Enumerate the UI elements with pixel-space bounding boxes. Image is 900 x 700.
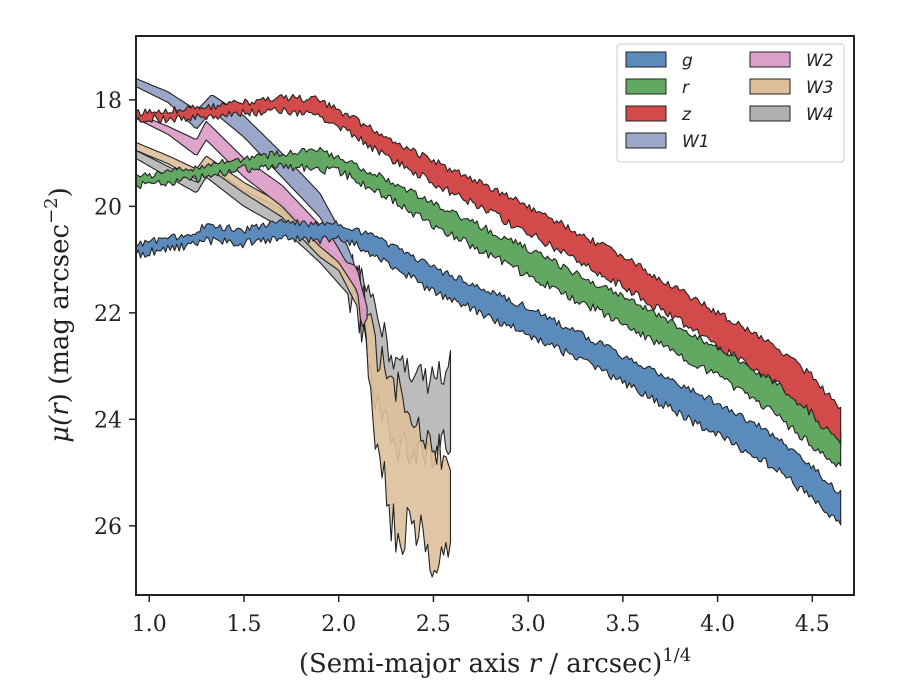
legend-label: W1 [682, 132, 710, 152]
legend-swatch [625, 132, 667, 149]
legend-item-z: z [625, 105, 692, 125]
band-r [136, 146, 842, 468]
legend-item-w4: W4 [749, 105, 834, 125]
band-g [136, 218, 842, 526]
band-w2 [136, 112, 368, 328]
x-tick-label: 1.0 [132, 612, 167, 637]
x-tick-label: 4.0 [700, 612, 735, 637]
legend-swatch [749, 51, 791, 68]
x-tick-label: 3.0 [511, 612, 546, 637]
y-tick-label: 24 [94, 408, 122, 433]
x-tick-label: 2.0 [321, 612, 356, 637]
legend-item-w3: W3 [749, 78, 834, 98]
legend-frame [616, 43, 845, 163]
x-tick-label: 2.5 [416, 612, 451, 637]
legend-swatch [625, 105, 667, 122]
y-tick-label: 22 [94, 302, 122, 327]
legend-swatch [625, 51, 667, 68]
legend-item-w2: W2 [749, 51, 834, 71]
x-tick-label: 1.5 [226, 612, 261, 637]
band-z [136, 93, 842, 445]
y-axis-label: μ(r) (mag arcsec−2) [41, 187, 75, 443]
x-tick-label: 3.5 [605, 612, 640, 637]
plot-frame [135, 35, 855, 596]
legend-label: z [681, 105, 692, 125]
band-layer [136, 78, 842, 578]
y-axis: 18 20 22 24 26 [94, 89, 136, 540]
x-axis: 1.0 1.5 2.0 2.5 3.0 3.5 4.0 4.5 [132, 595, 830, 637]
legend-label: r [682, 78, 690, 98]
legend-swatch [625, 78, 667, 95]
legend: grz W1 W2 W3 W4 [616, 43, 845, 163]
y-tick-label: 20 [94, 195, 122, 220]
y-tick-label: 18 [94, 89, 122, 114]
legend-item-g: g [625, 51, 693, 71]
legend-label: W2 [806, 51, 834, 71]
legend-swatch [749, 105, 791, 122]
x-tick-label: 4.5 [795, 612, 830, 637]
legend-label: g [682, 51, 693, 71]
x-axis-label: (Semi-major axis r / arcsec)1/4 [299, 645, 691, 679]
legend-label: W4 [806, 105, 834, 125]
band-w3 [136, 141, 452, 578]
legend-item-w1: W1 [625, 132, 710, 152]
legend-item-r: r [625, 78, 690, 98]
y-tick-label: 26 [94, 515, 122, 540]
legend-label: W3 [806, 78, 834, 98]
legend-swatch [749, 78, 791, 95]
